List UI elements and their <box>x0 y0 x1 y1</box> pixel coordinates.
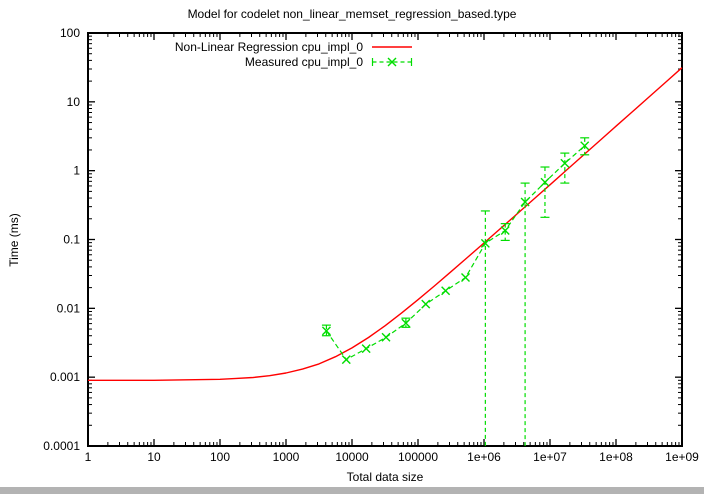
measured-point-marker <box>381 332 391 342</box>
measured-point-marker <box>460 273 470 283</box>
x-tick-label: 100000 <box>398 450 438 464</box>
y-tick-label: 0.01 <box>57 301 81 315</box>
measured-point-marker <box>441 286 451 296</box>
chart-title: Model for codelet non_linear_memset_regr… <box>187 7 517 21</box>
legend: Non-Linear Regression cpu_impl_0 Measure… <box>175 40 413 69</box>
y-tick-label: 0.1 <box>63 233 80 247</box>
regression-line <box>88 67 683 381</box>
measured-point-marker <box>580 141 590 151</box>
measured-point-marker <box>321 326 331 336</box>
plot-border <box>87 32 683 447</box>
x-axis-title: Total data size <box>346 470 424 484</box>
x-tick-label: 1e+09 <box>665 450 699 464</box>
bottom-scrollbar[interactable] <box>0 487 704 494</box>
measured-point-marker <box>421 299 431 309</box>
measured-point-marker <box>480 238 490 248</box>
measured-point-marker <box>520 197 530 207</box>
legend-sample-measured-line <box>371 57 413 67</box>
measured-point-marker <box>560 158 570 168</box>
x-tick-label: 1 <box>85 450 92 464</box>
x-tick-label: 100 <box>210 450 230 464</box>
legend-label-measured: Measured cpu_impl_0 <box>244 55 363 69</box>
measured-point-marker <box>401 318 411 328</box>
legend-entry-regression: Non-Linear Regression cpu_impl_0 <box>175 40 413 54</box>
x-tick-label: 1000 <box>273 450 300 464</box>
x-tick-label: 1e+06 <box>467 450 501 464</box>
x-tick-label: 1e+07 <box>533 450 567 464</box>
measured-point-marker <box>540 177 550 187</box>
legend-entry-measured: Measured cpu_impl_0 <box>245 55 413 69</box>
y-tick-label: 10 <box>67 95 81 109</box>
x-tick-label: 10000 <box>335 450 369 464</box>
legend-sample-regression-line <box>372 46 412 48</box>
y-tick-label: 0.001 <box>50 370 80 384</box>
x-tick-label: 1e+08 <box>599 450 633 464</box>
measured-point-marker <box>361 344 371 354</box>
measured-point-marker <box>341 355 351 365</box>
measured-point-marker <box>500 226 510 236</box>
measured-line <box>325 145 586 361</box>
y-axis-title: Time (ms) <box>7 213 21 267</box>
y-tick-label: 0.0001 <box>43 439 80 453</box>
y-tick-label: 1 <box>73 164 80 178</box>
y-tick-label: 100 <box>60 26 80 40</box>
x-tick-label: 10 <box>147 450 161 464</box>
legend-label-regression: Non-Linear Regression cpu_impl_0 <box>174 40 363 54</box>
